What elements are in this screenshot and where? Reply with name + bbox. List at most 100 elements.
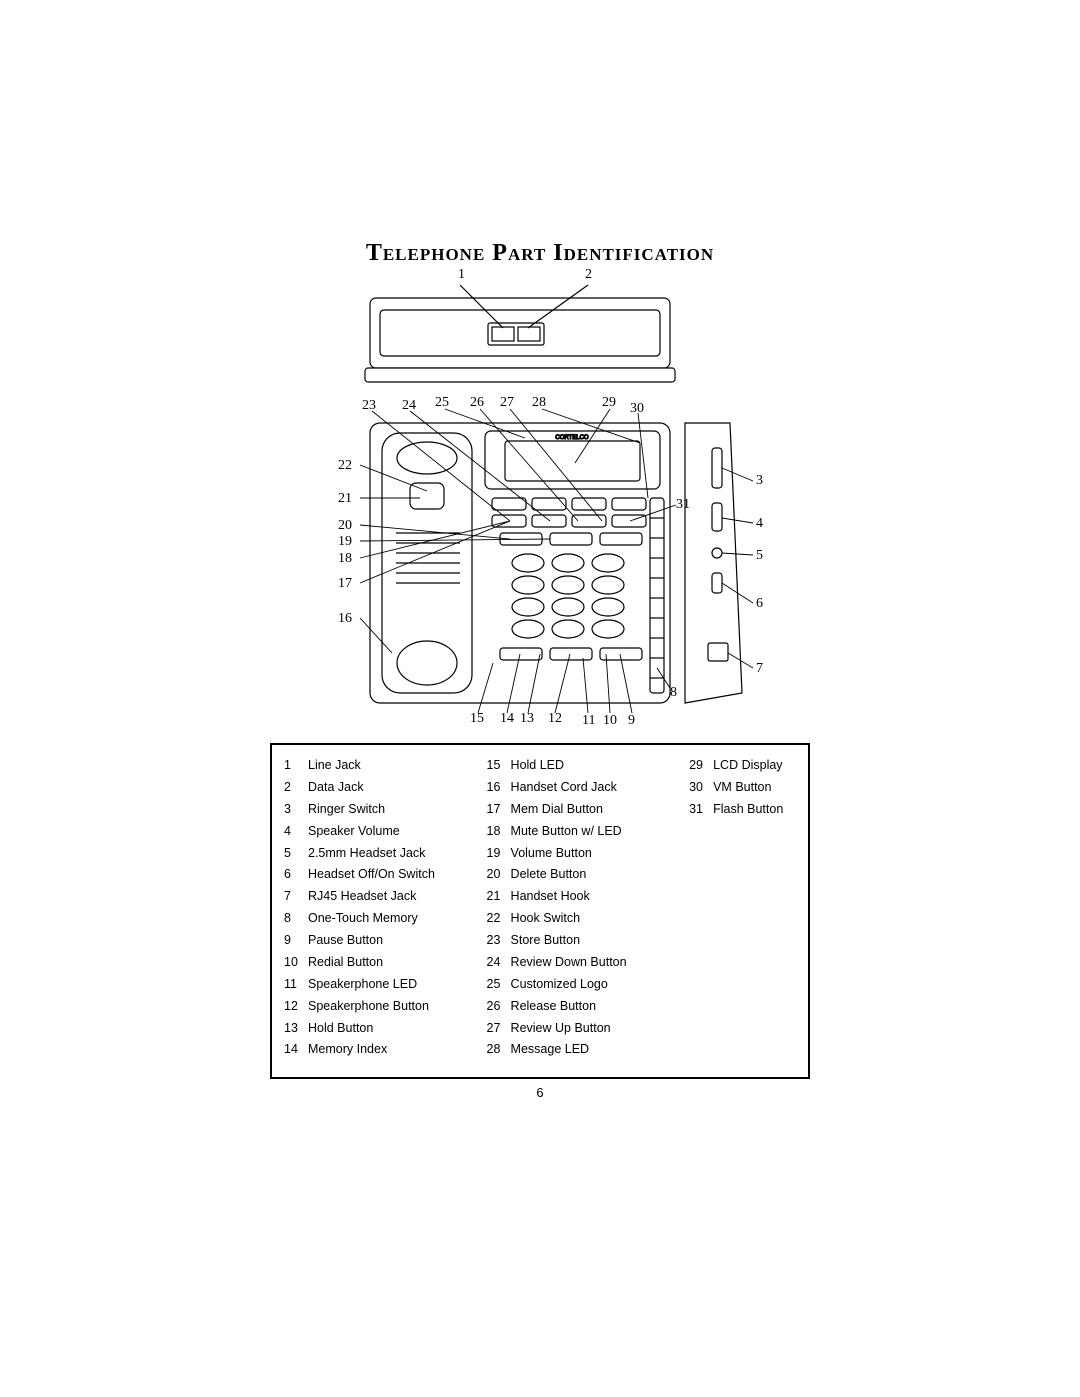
legend-label: Flash Button [713,799,812,821]
legend-label: Hold Button [308,1018,479,1040]
legend-label: Review Down Button [511,952,682,974]
legend-label: RJ45 Headset Jack [308,886,479,908]
legend-row: 23Store Button [487,930,682,952]
legend-number: 27 [487,1018,511,1040]
page-title: Telephone Part Identification [0,240,1080,267]
legend-row: 28Message LED [487,1039,682,1061]
callout-5: 5 [756,548,763,564]
legend-row: 17Mem Dial Button [487,799,682,821]
legend-row: 24Review Down Button [487,952,682,974]
legend-row: 22Hook Switch [487,908,682,930]
legend-number: 3 [284,799,308,821]
legend-label: Handset Hook [511,886,682,908]
phone-svg: CORTELCO [310,273,770,733]
legend-number: 8 [284,908,308,930]
legend-number: 29 [689,755,713,777]
callout-7: 7 [756,661,763,677]
callout-30: 30 [630,401,644,417]
legend-row: 26Release Button [487,996,682,1018]
legend-row: 16Handset Cord Jack [487,777,682,799]
legend-number: 31 [689,799,713,821]
legend-number: 6 [284,864,308,886]
legend-row: 11Speakerphone LED [284,974,479,996]
legend-label: Message LED [511,1039,682,1061]
legend-row: 4Speaker Volume [284,821,479,843]
legend-number: 17 [487,799,511,821]
callout-27: 27 [500,395,514,411]
callout-14: 14 [500,711,514,727]
legend-row: 18Mute Button w/ LED [487,821,682,843]
legend-col-3: 29LCD Display30VM Button31Flash Button [689,755,812,1061]
legend-row: 31Flash Button [689,799,812,821]
legend-row: 8One-Touch Memory [284,908,479,930]
legend-number: 13 [284,1018,308,1040]
legend-label: LCD Display [713,755,812,777]
legend-row: 2Data Jack [284,777,479,799]
callout-16: 16 [338,611,352,627]
legend-label: Handset Cord Jack [511,777,682,799]
legend-number: 22 [487,908,511,930]
legend-label: Volume Button [511,843,682,865]
legend-label: Mute Button w/ LED [511,821,682,843]
legend-label: Line Jack [308,755,479,777]
legend-label: Hold LED [511,755,682,777]
document-page: Telephone Part Identification 1 2 [0,0,1080,1397]
callout-13: 13 [520,711,534,727]
legend-label: Ringer Switch [308,799,479,821]
page-number: 6 [0,1085,1080,1100]
legend-number: 15 [487,755,511,777]
brand-label: CORTELCO [555,435,589,441]
legend-number: 19 [487,843,511,865]
legend-number: 4 [284,821,308,843]
legend-row: 6Headset Off/On Switch [284,864,479,886]
callout-21: 21 [338,491,352,507]
callout-12: 12 [548,711,562,727]
legend-label: Data Jack [308,777,479,799]
legend-number: 7 [284,886,308,908]
legend-label: Speaker Volume [308,821,479,843]
legend-label: Store Button [511,930,682,952]
legend-row: 3Ringer Switch [284,799,479,821]
legend-number: 9 [284,930,308,952]
callout-17: 17 [338,576,352,592]
callout-6: 6 [756,596,763,612]
callout-26: 26 [470,395,484,411]
legend-label: Speakerphone Button [308,996,479,1018]
legend-col-2: 15Hold LED16Handset Cord Jack17Mem Dial … [487,755,682,1061]
callout-8: 8 [670,685,677,701]
legend-number: 23 [487,930,511,952]
legend-label: VM Button [713,777,812,799]
callout-22: 22 [338,458,352,474]
legend-number: 11 [284,974,308,996]
legend-number: 14 [284,1039,308,1061]
legend-label: Headset Off/On Switch [308,864,479,886]
legend-label: One-Touch Memory [308,908,479,930]
callout-18: 18 [338,551,352,567]
legend-label: Pause Button [308,930,479,952]
legend-label: Release Button [511,996,682,1018]
legend-row: 21Handset Hook [487,886,682,908]
callout-25: 25 [435,395,449,411]
callout-23: 23 [362,398,376,414]
legend-number: 5 [284,843,308,865]
legend-number: 28 [487,1039,511,1061]
legend-number: 24 [487,952,511,974]
callout-20: 20 [338,518,352,534]
legend-row: 30VM Button [689,777,812,799]
legend-row: 12Speakerphone Button [284,996,479,1018]
legend-row: 13Hold Button [284,1018,479,1040]
legend-row: 29LCD Display [689,755,812,777]
legend-number: 25 [487,974,511,996]
legend-number: 2 [284,777,308,799]
callout-2: 2 [585,267,592,283]
legend-row: 25Customized Logo [487,974,682,996]
callout-11: 11 [582,713,595,729]
callout-31: 31 [676,497,690,513]
legend-col-1: 1Line Jack2Data Jack3Ringer Switch4Speak… [284,755,479,1061]
callout-4: 4 [756,516,763,532]
legend-row: 20Delete Button [487,864,682,886]
legend-number: 10 [284,952,308,974]
telephone-diagram: 1 2 [310,273,770,733]
legend-label: Mem Dial Button [511,799,682,821]
legend-label: Delete Button [511,864,682,886]
